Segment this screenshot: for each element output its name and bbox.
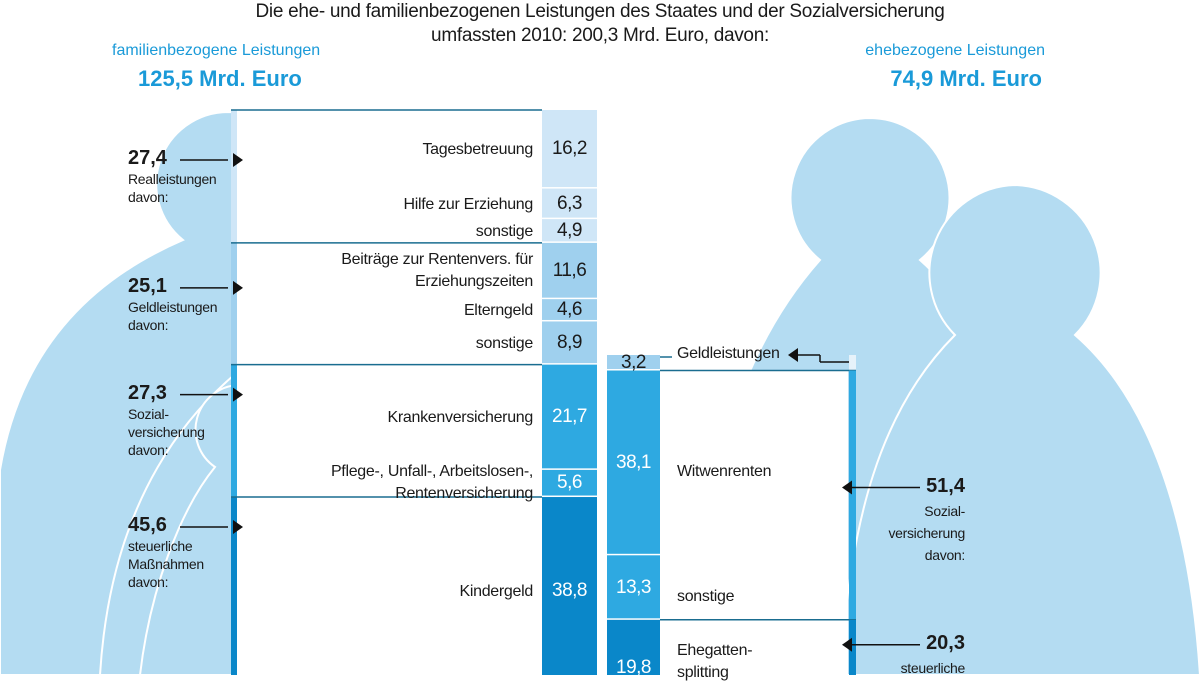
value-label: 5,6 — [557, 472, 582, 494]
category-strip — [849, 370, 856, 620]
category-strip — [231, 110, 237, 243]
category-panel — [237, 497, 542, 675]
bar-segment — [542, 188, 597, 218]
item-label: Geldleistungen — [677, 345, 780, 362]
value-label: 8,9 — [557, 332, 582, 354]
arrow-icon — [233, 153, 243, 167]
item-label: Pflege-, Unfall-, Arbeitslosen-, Rentenv… — [330, 463, 533, 503]
category-panel — [660, 619, 848, 675]
bar-segment — [542, 219, 597, 242]
category-panel — [237, 242, 542, 365]
arrow-icon — [842, 637, 852, 652]
category-panel — [660, 370, 848, 620]
bar-segment — [607, 555, 660, 619]
item-label: Beiträge zur Rentenvers. für Erziehungsz… — [341, 251, 533, 291]
item-label: sonstige — [677, 587, 735, 605]
person-silhouette-right-front — [838, 183, 1200, 675]
category-total: 20,3 — [926, 631, 965, 654]
category-label: steuerliche — [900, 659, 966, 676]
category-panel — [237, 110, 542, 243]
bar-segment — [542, 321, 597, 364]
bar-segment — [542, 497, 597, 675]
item-label: Ehegatten- splitting — [677, 641, 753, 681]
group-total-marriage: 74,9 Mrd. Euro — [890, 66, 1042, 91]
item-label: Krankenversicherung — [387, 409, 534, 427]
category-label: Sozial- versicherung davon: — [888, 502, 965, 563]
bar-segment — [542, 242, 597, 298]
category-label: Geldleistungen davon: — [128, 298, 218, 333]
arrow-icon — [233, 387, 243, 402]
value-label: 13,3 — [616, 576, 651, 598]
group-title-family: familienbezogene Leistungen — [112, 42, 321, 59]
bar-segment — [607, 370, 660, 554]
bar-segment — [607, 355, 660, 370]
item-label: Elterngeld — [463, 302, 533, 320]
category-total: 25,1 — [128, 274, 167, 297]
category-strip — [231, 497, 237, 675]
item-label: Witwenrenten — [677, 462, 772, 480]
category-total: 27,4 — [128, 147, 167, 169]
title-line-2: umfassten 2010: 200,3 Mrd. Euro, davon: — [431, 25, 769, 46]
category-label: Realleistungen davon: — [128, 171, 217, 205]
bar-segment — [607, 619, 660, 675]
category-total: 51,4 — [926, 474, 965, 497]
title-line-1: Die ehe- und familienbezogenen Leistunge… — [255, 1, 945, 22]
chart-title: Die ehe- und familienbezogenen Leistunge… — [0, 0, 1200, 48]
value-label: 3,2 — [621, 351, 646, 373]
item-label: Tagesbetreuung — [422, 141, 533, 159]
category-label: steuerliche Maßnahmen davon: — [128, 538, 204, 591]
item-label: sonstige — [475, 223, 534, 240]
category-strip — [849, 619, 856, 675]
value-label: 6,3 — [557, 192, 582, 214]
arrow-icon — [233, 520, 243, 535]
group-total-family: 125,5 Mrd. Euro — [138, 66, 302, 91]
value-label: 4,9 — [557, 220, 582, 241]
bar-segment — [542, 364, 597, 469]
value-label: 19,8 — [616, 656, 651, 678]
category-total: 45,6 — [128, 514, 167, 537]
arrow-icon — [788, 348, 798, 362]
bar-segment — [542, 299, 597, 320]
category-strip — [231, 242, 237, 365]
value-label: 38,8 — [552, 580, 587, 602]
category-label: Sozial- versicherung davon: — [128, 405, 205, 458]
value-label: 11,6 — [552, 260, 587, 282]
arrow-icon — [842, 480, 852, 495]
value-label: 16,2 — [552, 138, 587, 160]
item-label: Kindergeld — [459, 583, 533, 601]
group-title-marriage: ehebezogene Leistungen — [865, 42, 1045, 59]
value-label: 21,7 — [552, 406, 587, 428]
item-label: sonstige — [475, 335, 534, 353]
category-total: 27,3 — [128, 381, 167, 404]
arrow-icon — [233, 280, 243, 295]
category-strip — [231, 364, 237, 498]
bar-segment — [542, 469, 597, 496]
item-label: Hilfe zur Erziehung — [403, 195, 534, 213]
value-label: 4,6 — [557, 299, 582, 321]
category-panel — [237, 364, 542, 498]
bar-segment — [542, 110, 597, 188]
value-label: 38,1 — [616, 451, 651, 473]
category-strip — [849, 355, 856, 371]
